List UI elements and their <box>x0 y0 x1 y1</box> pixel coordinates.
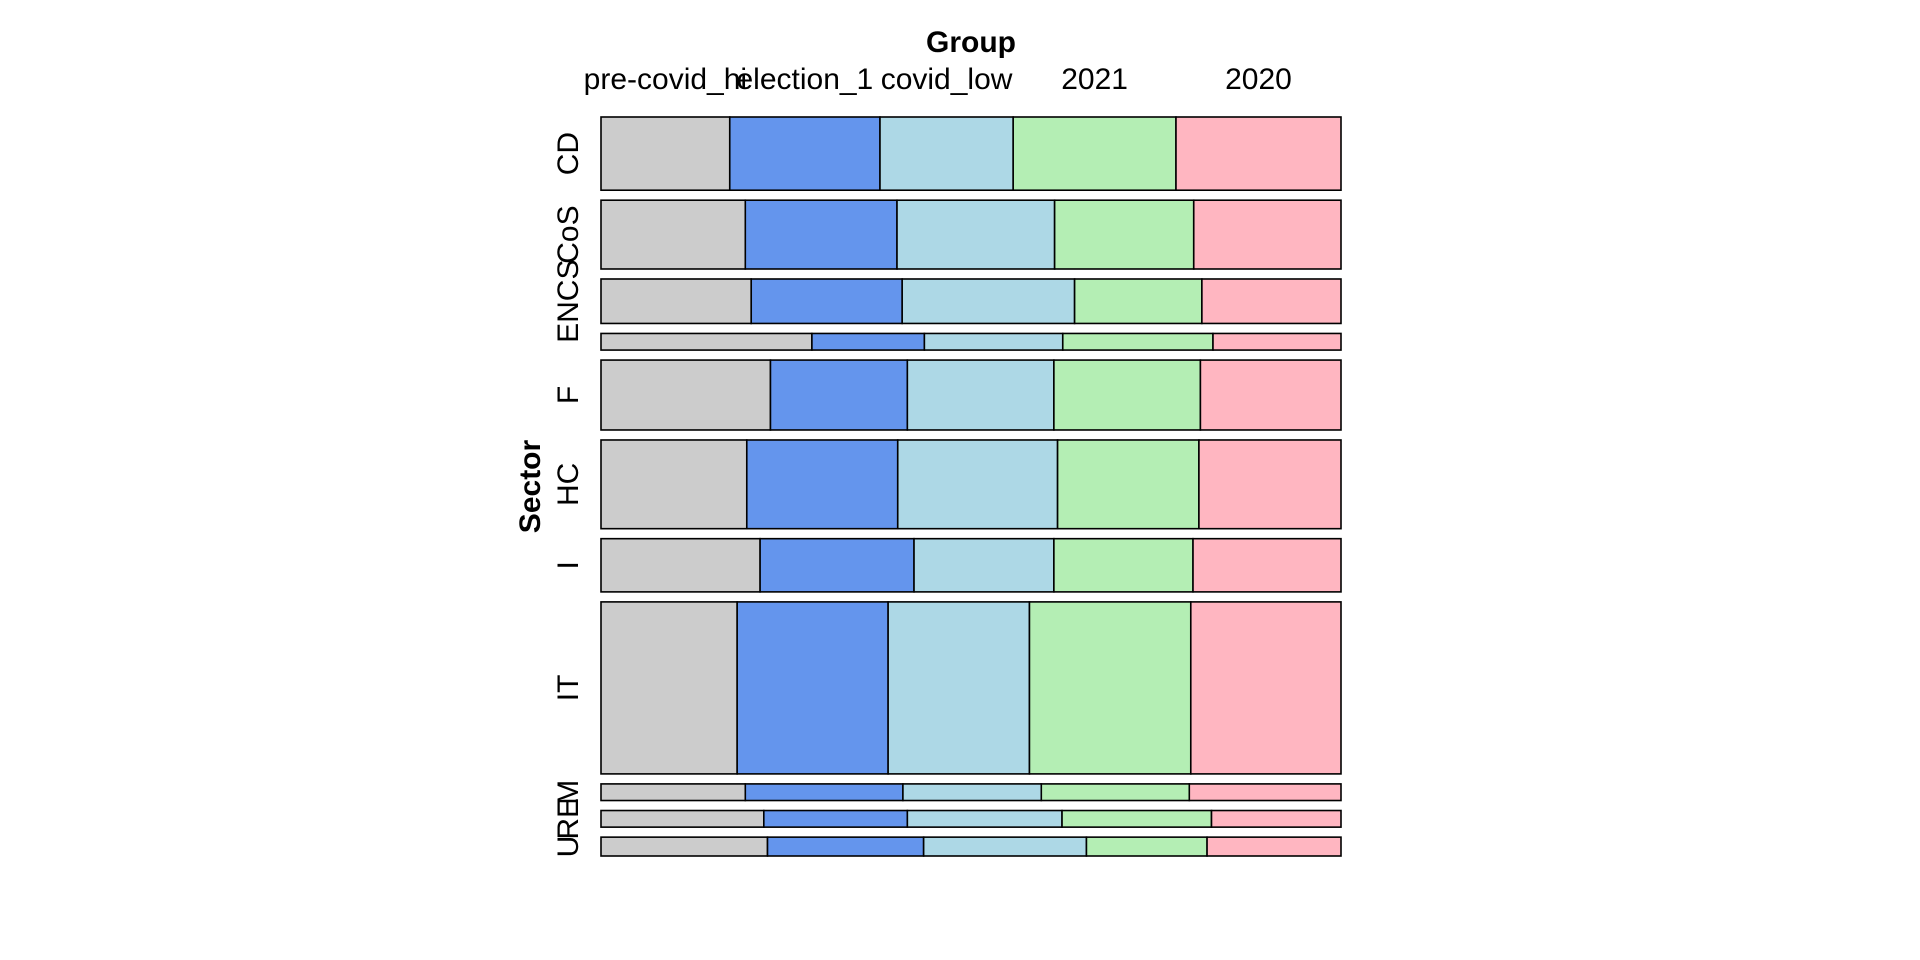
sector-label: RE <box>552 798 585 840</box>
mosaic-tile <box>1192 537 1342 593</box>
mosaic-tile <box>600 601 738 775</box>
mosaic-tile <box>745 439 899 530</box>
mosaic-tile <box>750 278 903 325</box>
mosaic-tile <box>759 537 915 593</box>
mosaic-tile <box>1206 836 1342 857</box>
sector-label: IT <box>552 675 585 702</box>
mosaic-tile <box>1053 537 1194 593</box>
mosaic-tile <box>1085 836 1208 857</box>
mosaic-tile <box>1199 359 1342 431</box>
sector-label: M <box>552 780 585 805</box>
sector-label: ENCS <box>552 260 585 343</box>
group-label: 2020 <box>1225 63 1292 96</box>
mosaic-tile <box>1028 601 1192 775</box>
mosaic-tile <box>1073 278 1203 325</box>
mosaic-tile <box>600 332 813 351</box>
y-axis-title: Sector <box>514 439 547 533</box>
mosaic-tile <box>901 278 1076 325</box>
mosaic-tile <box>1053 199 1195 270</box>
sector-label: U <box>552 836 585 858</box>
mosaic-tile <box>600 116 731 192</box>
mosaic-tile <box>1175 116 1342 192</box>
group-label: 2021 <box>1061 63 1128 96</box>
mosaic-tile <box>766 836 925 857</box>
mosaic-tile <box>811 332 926 351</box>
mosaic-tile <box>1192 199 1342 270</box>
mosaic-tile <box>1198 439 1342 530</box>
mosaic-tile <box>600 199 747 270</box>
mosaic-tile <box>1061 809 1213 828</box>
sector-label: F <box>552 386 585 404</box>
group-label: covid_low <box>881 63 1013 96</box>
mosaic-tile <box>1053 359 1202 431</box>
mosaic-tile <box>1040 783 1191 802</box>
mosaic-tile <box>1012 116 1177 192</box>
mosaic-tile <box>896 199 1056 270</box>
mosaic-tiles <box>600 116 1342 857</box>
mosaic-tile <box>744 783 904 802</box>
mosaic-tile <box>762 809 909 828</box>
mosaic-tile <box>887 601 1031 775</box>
mosaic-tile <box>1056 439 1200 530</box>
mosaic-tile <box>902 783 1043 802</box>
mosaic-tile <box>744 199 898 270</box>
mosaic-tile <box>1188 783 1342 802</box>
sector-label: CoS <box>552 205 585 263</box>
sector-label: HC <box>552 463 585 506</box>
mosaic-tile <box>728 116 881 192</box>
mosaic-tile <box>913 537 1055 593</box>
mosaic-tile <box>879 116 1014 192</box>
mosaic-tile <box>736 601 889 775</box>
mosaic-tile <box>600 359 772 431</box>
mosaic-tile <box>923 332 1064 351</box>
sector-label: I <box>552 561 585 569</box>
mosaic-tile <box>600 537 761 593</box>
group-label: pre-covid_hi <box>584 63 747 96</box>
mosaic-tile <box>906 359 1055 431</box>
mosaic-tile <box>1201 278 1342 325</box>
mosaic-tile <box>600 783 747 802</box>
mosaic-tile <box>1189 601 1342 775</box>
mosaic-tile <box>896 439 1059 530</box>
mosaic-tile <box>600 836 769 857</box>
mosaic-tile <box>600 278 753 325</box>
mosaic-tile <box>600 439 748 530</box>
mosaic-tile <box>1061 332 1214 351</box>
mosaic-tile <box>769 359 909 431</box>
mosaic-tile <box>922 836 1088 857</box>
mosaic-tile <box>1210 809 1342 828</box>
group-label: election_1 <box>736 63 873 96</box>
mosaic-tile <box>600 809 765 828</box>
mosaic-tile <box>1212 332 1342 351</box>
mosaic-tile <box>906 809 1063 828</box>
sector-label: CD <box>552 132 585 175</box>
x-axis-title: Group <box>926 26 1016 59</box>
